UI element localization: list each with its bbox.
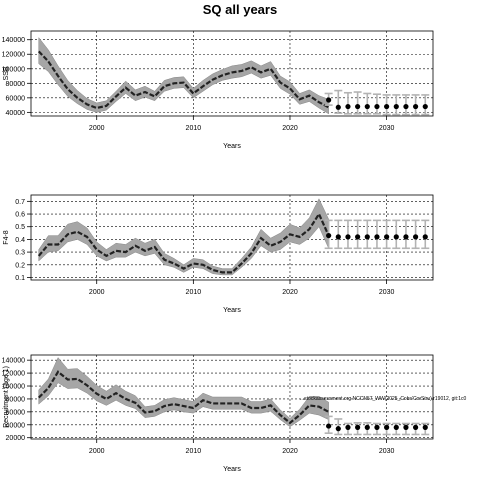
forecast-point [335,234,341,240]
y-tick-label: 20000 [6,435,26,442]
y-tick-label: 60000 [6,409,26,416]
confidence-band [38,357,329,428]
forecast-point [413,234,419,240]
estimate-line [37,211,330,274]
forecast-point [355,234,361,240]
plot-frame [30,194,434,281]
x-tick-label: 2010 [186,125,202,132]
forecast-point [326,97,332,103]
y-tick-label: 60000 [6,95,26,102]
y-axis-label: Recruitment (age 1) [3,366,10,428]
forecast-point [422,103,428,110]
y-tick-label: 0.2 [15,262,25,269]
forecast-point [393,103,399,110]
x-tick-label: 2020 [282,125,298,132]
y-tick-label: 80000 [6,81,26,88]
forecast-point [326,423,332,429]
x-tick-label: 2000 [89,448,105,455]
forecast-point [364,234,370,240]
forecast-point [384,424,390,430]
forecast-point [422,234,428,240]
x-tick-label: 2020 [282,289,298,296]
x-tick-label: 2030 [379,448,395,455]
y-tick-label: 140000 [2,358,25,365]
y-tick-label: 100000 [2,384,25,391]
x-tick-label: 2030 [379,125,395,132]
forecast-point [355,424,361,430]
forecast-point [345,424,351,430]
y-tick-label: 140000 [2,37,25,44]
forecast-point [393,424,399,430]
y-tick-label: 40000 [6,422,26,429]
plot-frame [30,354,434,440]
footnote: ...stockassessment.org NCCN57_WW(2025_Co… [300,396,467,402]
chart-panel-recruitment: 2000 2010 2020 2030 20000 40000 60000 80000 1000… [2,354,434,473]
x-tick-label: 2010 [186,289,202,296]
y-tick-label: 40000 [6,110,26,117]
forecast-point [422,424,428,430]
x-axis-label: Years [223,466,241,473]
forecast-point [413,103,419,110]
y-tick-label: 0.3 [15,250,25,257]
y-tick-label: 80000 [6,396,26,403]
forecast-point [364,103,370,110]
forecast-point [384,103,390,110]
x-tick-label: 2020 [282,448,298,455]
figure-title: SQ all years [203,2,277,17]
y-tick-label: 100000 [2,66,25,73]
x-tick-label: 2000 [89,289,105,296]
forecast-point [326,232,332,239]
forecast-point [374,424,380,430]
forecast-point [384,234,390,240]
x-tick-label: 2000 [89,125,105,132]
forecast-point [403,234,409,240]
y-tick-label: 0.7 [15,199,25,206]
forecast-point [335,104,341,110]
forecast-point [413,424,419,430]
forecast-point [345,234,351,240]
confidence-band [38,36,329,115]
plot-frame [30,30,434,117]
x-axis-label: Years [223,143,241,150]
forecast-point [374,234,380,240]
x-tick-label: 2030 [379,289,395,296]
y-tick-label: 0.4 [15,237,25,244]
y-tick-label: 0.5 [15,224,25,231]
forecast-point [335,426,341,432]
x-tick-label: 2010 [186,448,202,455]
chart-panel-fbar: 2000 2010 2020 2030 0.1 0.2 0.3 0.4 0.5 0.6 0.7 Yea… [3,194,434,314]
y-tick-label: 120000 [2,52,25,59]
forecast-point [364,424,370,430]
forecast-point [355,103,361,110]
forecast-point [403,424,409,430]
estimate-line [37,50,330,110]
forecast-point [393,234,399,240]
forecast-point [374,103,380,110]
forecast-point [345,103,351,110]
y-tick-label: 0.6 [15,212,25,219]
x-axis-label: Years [223,307,241,314]
y-axis-label: SSB [3,66,10,80]
y-axis-label: F4-8 [3,230,10,245]
estimate-line [37,370,330,425]
chart-panel-ssb: 2000 2010 2020 2030 40000 60000 80000 100000 120… [2,30,434,150]
y-tick-label: 120000 [2,371,25,378]
y-tick-label: 0.1 [15,275,25,282]
forecast-point [403,103,409,110]
